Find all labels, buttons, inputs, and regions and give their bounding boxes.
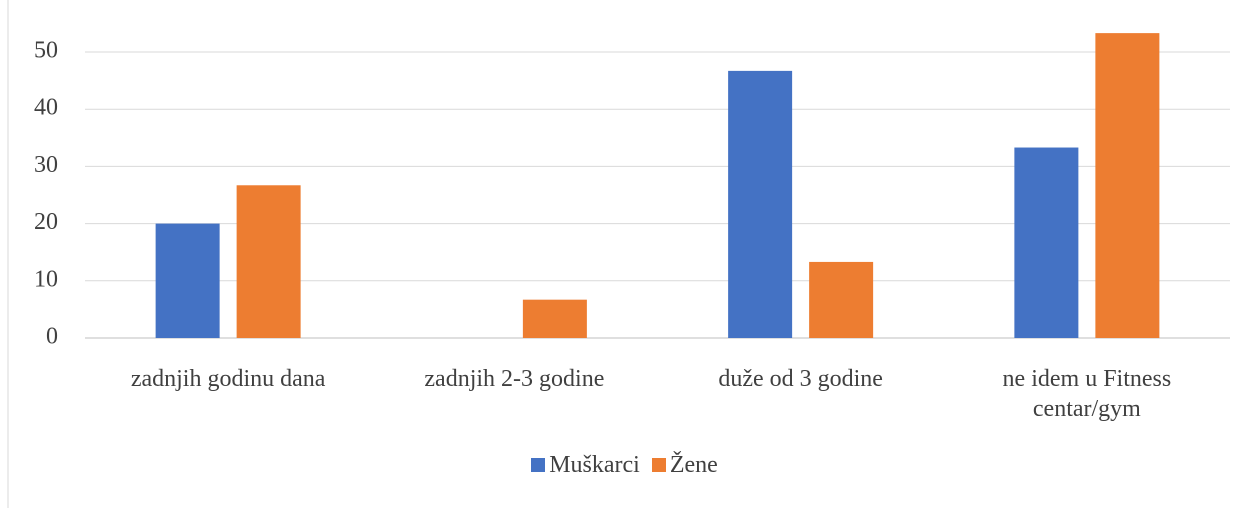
legend: Muškarci Žene: [0, 452, 1249, 479]
legend-item: Žene: [651, 452, 718, 479]
y-tick-label: 20: [34, 209, 58, 235]
bar: [728, 70, 793, 338]
x-tick-label: zadnjih godinu dana: [130, 366, 326, 392]
legend-label: Žene: [669, 452, 718, 478]
y-tick-label: 0: [46, 324, 58, 350]
y-tick-label: 10: [34, 266, 58, 292]
bar: [522, 299, 587, 338]
y-tick-label: 30: [34, 152, 58, 178]
legend-label: Muškarci: [549, 452, 640, 478]
y-tick-label: 40: [34, 95, 58, 121]
bar: [236, 185, 301, 338]
x-tick-label: zadnjih 2-3 godine: [424, 366, 605, 392]
bar: [809, 261, 874, 338]
x-tick-label: duže od 3 godine: [718, 366, 883, 392]
legend-swatch: [531, 458, 546, 472]
bar: [1095, 33, 1160, 339]
y-tick-label: 50: [34, 38, 58, 64]
legend-swatch: [651, 458, 666, 472]
bar: [155, 223, 220, 338]
x-tick-label: ne idem u Fitness centar/gym: [1002, 366, 1172, 422]
bar: [1014, 147, 1079, 338]
legend-item: Muškarci: [531, 452, 640, 479]
